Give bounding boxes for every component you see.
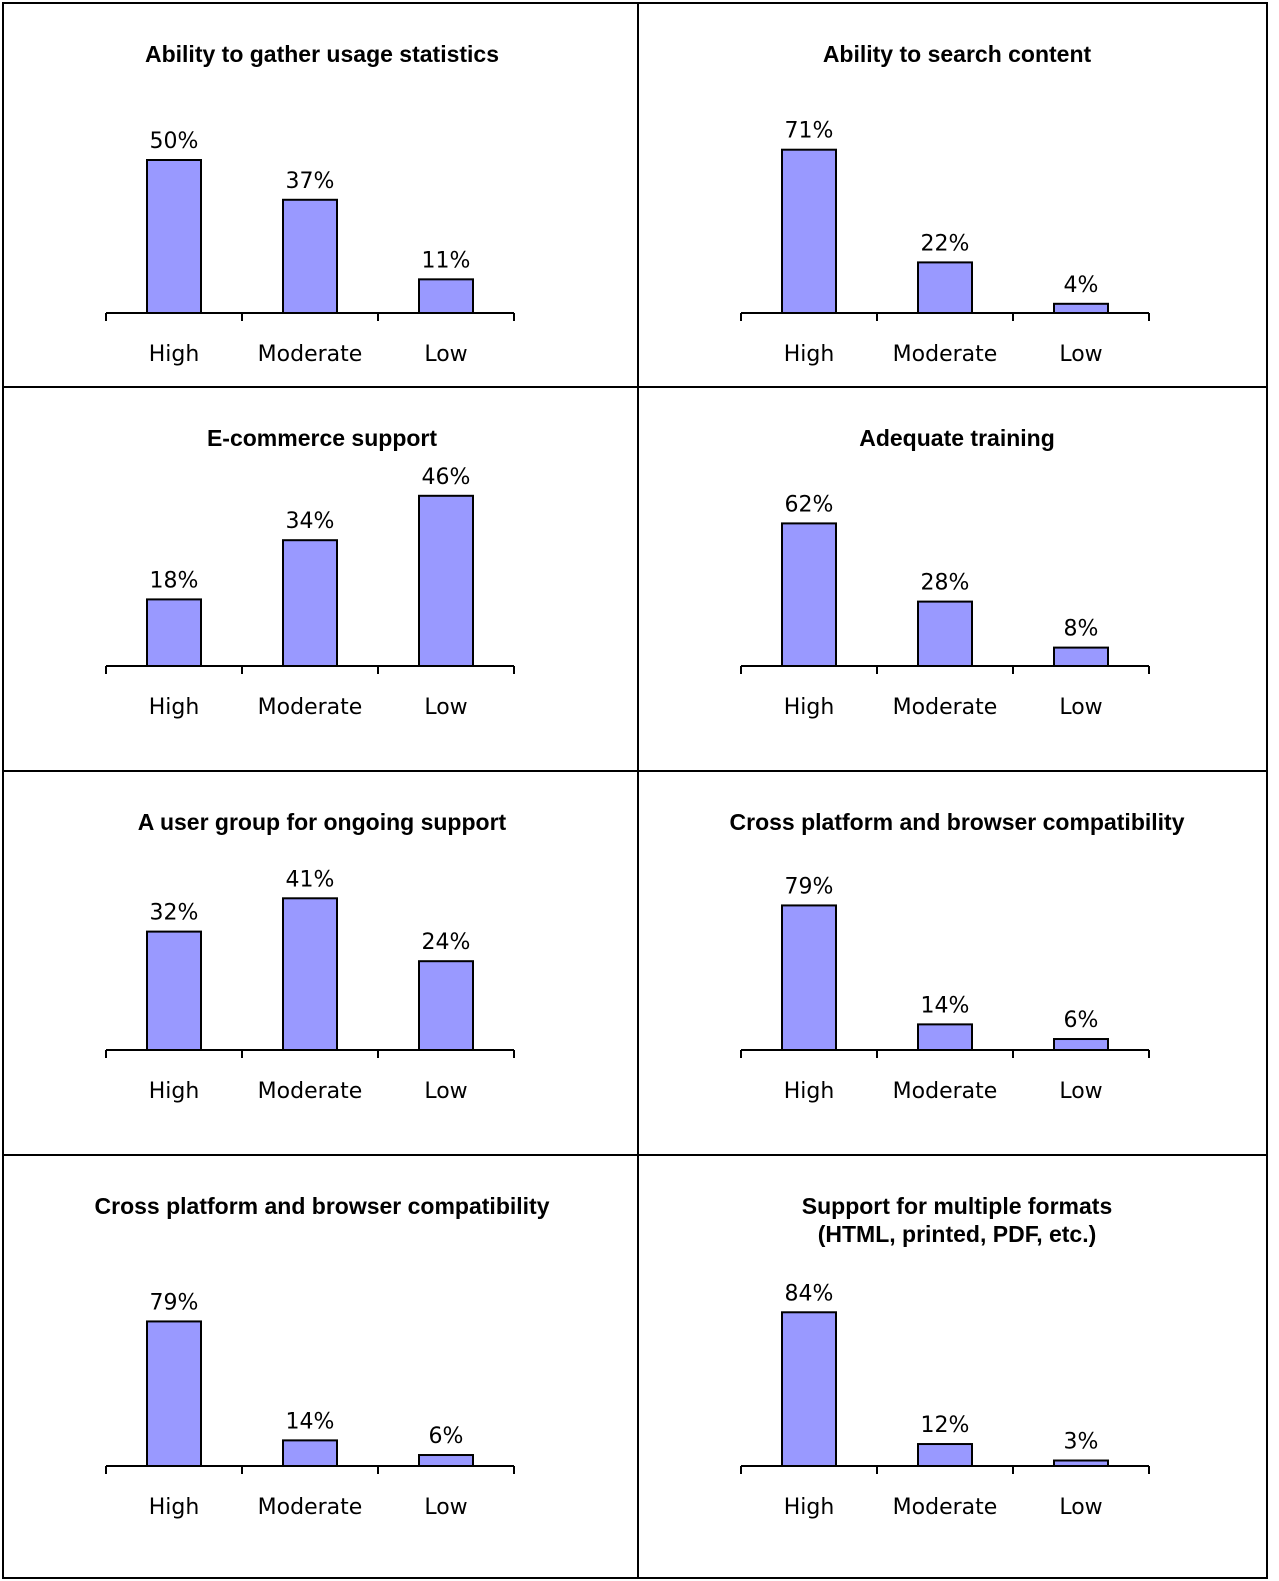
bar bbox=[782, 150, 836, 313]
bar bbox=[147, 1321, 201, 1466]
chart-title: (HTML, printed, PDF, etc.) bbox=[818, 1221, 1097, 1247]
data-label: 79% bbox=[785, 874, 834, 899]
data-label: 79% bbox=[150, 1290, 199, 1315]
x-tick-label: Low bbox=[424, 1495, 467, 1520]
chart-panel: E-commerce support 18% High 34% Moderate 46% L… bbox=[4, 388, 637, 770]
x-tick-label: High bbox=[149, 695, 200, 720]
x-tick-label: High bbox=[149, 342, 200, 367]
x-tick-label: High bbox=[149, 1495, 200, 1520]
x-tick-label: Moderate bbox=[258, 342, 363, 367]
chart-title: Cross platform and browser compatibility bbox=[730, 809, 1185, 835]
bar bbox=[147, 932, 201, 1050]
bar bbox=[419, 279, 473, 313]
bar-chart: Ability to search content 71% High 22% Moder… bbox=[639, 4, 1268, 386]
x-tick-label: Moderate bbox=[893, 342, 998, 367]
data-label: 18% bbox=[150, 568, 199, 593]
chart-panel: Cross platform and browser compatibility… bbox=[4, 1156, 637, 1577]
data-label: 34% bbox=[286, 509, 335, 534]
bar bbox=[782, 1312, 836, 1466]
data-label: 37% bbox=[286, 169, 335, 194]
data-label: 24% bbox=[422, 930, 471, 955]
x-tick-label: Low bbox=[424, 695, 467, 720]
data-label: 32% bbox=[150, 901, 199, 926]
x-tick-label: Low bbox=[424, 1079, 467, 1104]
bar bbox=[283, 898, 337, 1050]
x-tick-label: Moderate bbox=[258, 1495, 363, 1520]
bar bbox=[918, 1024, 972, 1050]
chart-title: E-commerce support bbox=[207, 425, 437, 451]
data-label: 3% bbox=[1064, 1430, 1099, 1455]
x-tick-label: Moderate bbox=[258, 1079, 363, 1104]
data-label: 84% bbox=[785, 1281, 834, 1306]
bar bbox=[419, 1455, 473, 1466]
bar bbox=[918, 1444, 972, 1466]
bar bbox=[419, 496, 473, 666]
x-tick-label: Low bbox=[1059, 1079, 1102, 1104]
bar bbox=[1054, 304, 1108, 313]
chart-panel: Adequate training 62% High 28% Moderate 8% Low bbox=[639, 388, 1268, 770]
chart-panel: Support for multiple formats (HTML, print… bbox=[639, 1156, 1268, 1577]
data-label: 6% bbox=[429, 1424, 464, 1449]
x-tick-label: High bbox=[784, 1495, 835, 1520]
x-tick-label: Moderate bbox=[893, 1495, 998, 1520]
chart-panel: Ability to gather usage statistics 50% Hig… bbox=[4, 4, 637, 386]
bar bbox=[1054, 1039, 1108, 1050]
x-tick-label: Low bbox=[1059, 1495, 1102, 1520]
data-label: 11% bbox=[422, 248, 471, 273]
data-label: 6% bbox=[1064, 1008, 1099, 1033]
bar bbox=[419, 961, 473, 1050]
data-label: 22% bbox=[921, 231, 970, 256]
bar-chart: A user group for ongoing support 32% High 4… bbox=[4, 772, 637, 1154]
chart-panel: Cross platform and browser compatibility… bbox=[639, 772, 1268, 1154]
data-label: 14% bbox=[286, 1409, 335, 1434]
chart-title: Cross platform and browser compatibility bbox=[95, 1193, 550, 1219]
bar bbox=[918, 262, 972, 313]
bar bbox=[782, 905, 836, 1050]
data-label: 46% bbox=[422, 465, 471, 490]
x-tick-label: Moderate bbox=[893, 1079, 998, 1104]
bar bbox=[283, 540, 337, 666]
bar bbox=[283, 1440, 337, 1466]
data-label: 41% bbox=[286, 867, 335, 892]
bar-chart: Cross platform and browser compatibility… bbox=[639, 772, 1268, 1154]
data-label: 14% bbox=[921, 993, 970, 1018]
bar bbox=[782, 523, 836, 666]
x-tick-label: High bbox=[149, 1079, 200, 1104]
bar bbox=[1054, 648, 1108, 666]
data-label: 28% bbox=[921, 571, 970, 596]
x-tick-label: Low bbox=[424, 342, 467, 367]
bar-chart: Cross platform and browser compatibility… bbox=[4, 1156, 637, 1577]
bar-chart: Ability to gather usage statistics 50% Hig… bbox=[4, 4, 637, 386]
chart-title: Ability to gather usage statistics bbox=[145, 41, 499, 67]
x-tick-label: Moderate bbox=[258, 695, 363, 720]
bar bbox=[283, 200, 337, 313]
chart-title: Ability to search content bbox=[823, 41, 1092, 67]
chart-title: Support for multiple formats bbox=[802, 1193, 1113, 1219]
x-tick-label: High bbox=[784, 695, 835, 720]
x-tick-label: High bbox=[784, 1079, 835, 1104]
data-label: 8% bbox=[1064, 617, 1099, 642]
data-label: 71% bbox=[785, 119, 834, 144]
bar bbox=[147, 160, 201, 313]
data-label: 62% bbox=[785, 492, 834, 517]
data-label: 4% bbox=[1064, 273, 1099, 298]
chart-panel: A user group for ongoing support 32% High 4… bbox=[4, 772, 637, 1154]
bar-chart: Adequate training 62% High 28% Moderate 8% Low bbox=[639, 388, 1268, 770]
bar bbox=[918, 602, 972, 666]
data-label: 12% bbox=[921, 1413, 970, 1438]
x-tick-label: High bbox=[784, 342, 835, 367]
bar-chart: Support for multiple formats(HTML, print… bbox=[639, 1156, 1268, 1577]
x-tick-label: Low bbox=[1059, 342, 1102, 367]
chart-title: A user group for ongoing support bbox=[138, 809, 507, 835]
chart-title: Adequate training bbox=[859, 425, 1055, 451]
bar-chart: E-commerce support 18% High 34% Moderate 46% L… bbox=[4, 388, 637, 770]
bar bbox=[1054, 1461, 1108, 1466]
chart-panel: Ability to search content 71% High 22% Moder… bbox=[639, 4, 1268, 386]
x-tick-label: Moderate bbox=[893, 695, 998, 720]
bar bbox=[147, 599, 201, 666]
data-label: 50% bbox=[150, 129, 199, 154]
x-tick-label: Low bbox=[1059, 695, 1102, 720]
